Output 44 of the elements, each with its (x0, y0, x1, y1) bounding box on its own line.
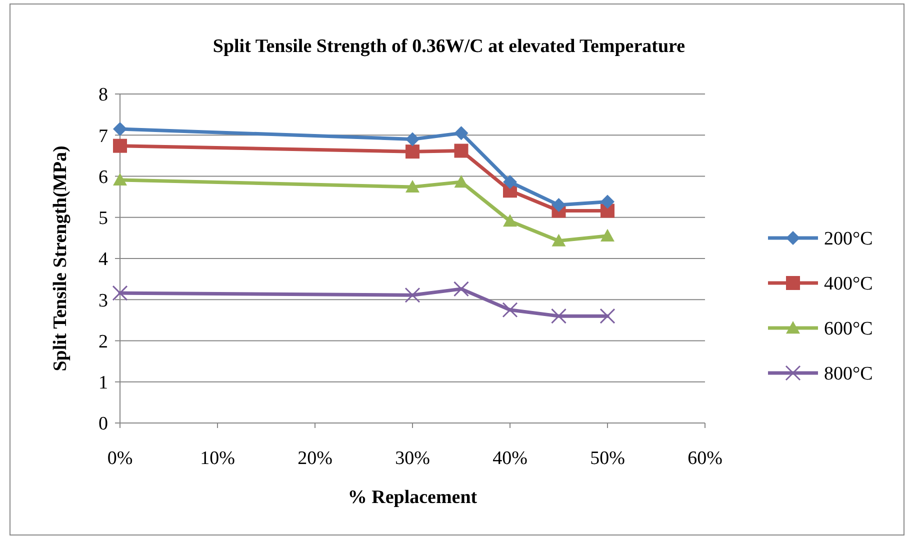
x-tick-label: 10% (200, 448, 236, 469)
point (503, 175, 517, 190)
point (503, 214, 517, 227)
point (600, 194, 614, 209)
legend-label: 200°C (824, 228, 873, 250)
y-axis-title: Split Tensile Strength(MPa) (50, 146, 71, 372)
legend-label: 400°C (824, 274, 873, 295)
x-tick-label: 50% (590, 448, 626, 469)
point (454, 281, 469, 297)
y-tick-label: 1 (98, 372, 108, 394)
y-tick-label: 3 (98, 290, 108, 312)
point (552, 234, 566, 246)
point (113, 122, 127, 136)
point (502, 302, 518, 318)
y-tick-label: 8 (98, 84, 108, 106)
y-tick-label: 5 (98, 208, 108, 230)
point (406, 180, 420, 193)
point (454, 144, 468, 158)
y-tick-label: 7 (98, 126, 108, 147)
point (600, 308, 616, 324)
point (406, 132, 420, 146)
point (406, 144, 420, 159)
y-tick-label: 6 (98, 166, 108, 188)
point (454, 126, 468, 140)
x-tick-label: 60% (688, 448, 723, 469)
y-tick-label: 0 (98, 414, 108, 435)
legend-label: 600°C (824, 318, 873, 340)
point (112, 285, 128, 301)
legend-label: 800°C (824, 364, 873, 385)
point (113, 172, 127, 186)
point (113, 138, 127, 153)
x-tick-label: 0% (107, 448, 133, 469)
x-tick-label: 40% (492, 448, 528, 469)
chart-title: Split Tensile Strength of 0.36W/C at elevated Temperature (212, 36, 686, 57)
y-tick-label: 2 (98, 331, 108, 352)
x-tick-label: 30% (395, 448, 430, 469)
x-tick-label: 20% (298, 448, 333, 469)
y-tick-label: 4 (98, 249, 108, 270)
x-axis-title: % Replacement (348, 487, 478, 508)
point (551, 308, 566, 324)
point (600, 228, 614, 242)
point (552, 198, 566, 212)
point (404, 287, 420, 303)
point (454, 175, 468, 188)
